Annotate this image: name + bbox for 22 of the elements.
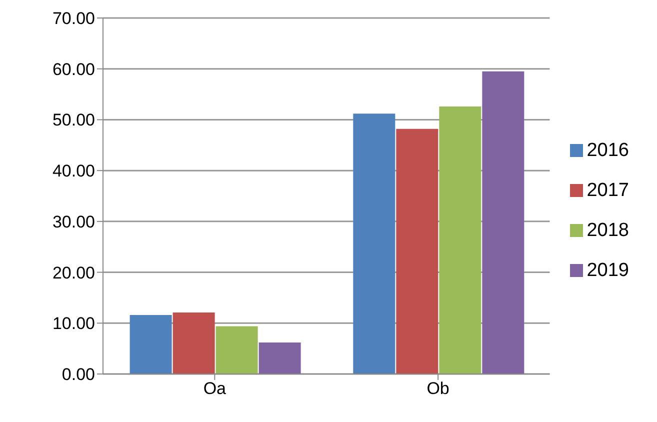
x-tick-label: Ob xyxy=(426,379,450,398)
bar xyxy=(172,312,215,374)
y-tick-label: 50.00 xyxy=(52,110,95,130)
bar xyxy=(439,106,482,374)
y-tick-label: 0.00 xyxy=(62,365,95,384)
bar xyxy=(353,114,396,374)
y-tick-label: 10.00 xyxy=(52,314,95,334)
y-tick-label: 70.00 xyxy=(52,9,95,28)
legend-label: 2019 xyxy=(586,260,629,281)
bar xyxy=(482,71,524,374)
bar xyxy=(216,326,258,374)
x-tick-label: Oa xyxy=(203,379,227,398)
y-tick-label: 60.00 xyxy=(52,60,95,79)
bar xyxy=(130,315,172,374)
legend-label: 2017 xyxy=(586,180,629,201)
bar xyxy=(258,342,301,374)
y-tick-label: 40.00 xyxy=(52,162,95,181)
legend-label: 2016 xyxy=(586,140,629,161)
legend-label: 2018 xyxy=(586,220,629,241)
bar xyxy=(396,128,438,374)
y-tick-label: 20.00 xyxy=(52,263,95,282)
y-tick-label: 30.00 xyxy=(52,212,95,232)
